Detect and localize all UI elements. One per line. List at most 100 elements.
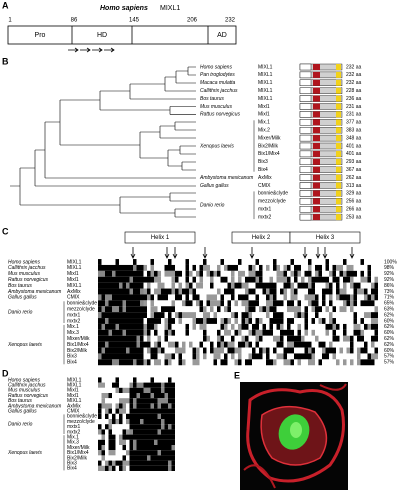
residue-cell — [157, 264, 161, 271]
residue-cell — [203, 335, 207, 342]
residue-cell — [304, 282, 308, 289]
residue-cell — [143, 424, 147, 430]
residue-cell — [182, 359, 186, 366]
residue-cell — [143, 382, 147, 388]
residue-cell — [154, 450, 158, 456]
residue-cell — [308, 312, 312, 319]
residue-cell — [133, 455, 137, 461]
residue-cell — [206, 335, 210, 342]
residue-cell — [185, 312, 189, 319]
arrow — [315, 247, 321, 259]
residue-cell — [283, 264, 287, 271]
residue-cell — [280, 341, 284, 348]
residue-cell — [301, 276, 305, 283]
residue-cell — [248, 270, 252, 277]
residue-cell — [129, 347, 133, 354]
residue-cell — [175, 359, 179, 366]
residue-cell — [182, 335, 186, 342]
domain-label: AD — [217, 32, 227, 39]
residue-cell — [122, 403, 126, 409]
residue-cell — [108, 419, 112, 425]
residue-cell — [168, 403, 172, 409]
residue-cell — [273, 276, 277, 283]
residue-cell — [339, 259, 343, 265]
residue-cell — [157, 460, 161, 466]
residue-cell — [287, 300, 291, 307]
residue-cell — [192, 353, 196, 360]
residue-cell — [290, 306, 294, 313]
residue-cell — [213, 264, 217, 271]
residue-cell — [227, 318, 231, 324]
residue-cell — [154, 434, 158, 440]
residue-cell — [122, 259, 126, 265]
residue-cell — [119, 387, 123, 393]
residue-cell — [105, 445, 109, 451]
residue-cell — [189, 347, 193, 354]
residue-cell — [248, 359, 252, 366]
residue-cell — [164, 359, 168, 366]
residue-cell — [101, 264, 105, 271]
residue-cell — [112, 282, 116, 289]
residue-cell — [136, 259, 140, 265]
residue-cell — [98, 403, 102, 409]
residue-cell — [122, 445, 126, 451]
residue-cell — [315, 341, 319, 348]
residue-cell — [168, 300, 172, 307]
residue-cell — [220, 264, 224, 271]
residue-cell — [168, 465, 172, 471]
protein-length: 231 aa — [346, 104, 362, 110]
gene-name: mezzo/clyde — [67, 307, 95, 313]
residue-cell — [346, 353, 350, 360]
residue-cell — [245, 347, 249, 354]
residue-cell — [220, 359, 224, 366]
residue-cell — [273, 323, 277, 330]
residue-cell — [350, 270, 354, 277]
panel-label: A — [2, 0, 9, 10]
micrograph — [240, 382, 348, 490]
residue-cell — [101, 341, 105, 348]
residue-cell — [280, 259, 284, 265]
residue-cell — [350, 259, 354, 265]
residue-cell — [171, 424, 175, 430]
residue-cell — [112, 445, 116, 451]
residue-cell — [259, 294, 263, 301]
residue-cell — [343, 329, 347, 336]
residue-cell — [336, 276, 340, 283]
residue-cell — [126, 445, 130, 451]
residue-cell — [297, 323, 301, 330]
residue-cell — [304, 347, 308, 354]
residue-cell — [311, 347, 315, 354]
residue-cell — [353, 323, 357, 330]
residue-cell — [255, 282, 259, 289]
residue-cell — [168, 329, 172, 336]
residue-cell — [101, 439, 105, 445]
residue-cell — [175, 288, 179, 295]
residue-cell — [140, 323, 144, 330]
residue-cell — [294, 347, 298, 354]
residue-cell — [182, 318, 186, 324]
ad-domain — [336, 71, 341, 78]
residue-cell — [287, 294, 291, 301]
residue-cell — [164, 347, 168, 354]
gene-name: Mix.3 — [67, 440, 79, 446]
residue-cell — [178, 335, 182, 342]
residue-cell — [252, 270, 256, 277]
homeodomain — [313, 150, 320, 157]
residue-cell — [374, 294, 378, 301]
residue-cell — [168, 413, 172, 419]
species-name: Gallus gallus — [8, 409, 37, 415]
residue-cell — [371, 359, 375, 366]
residue-cell — [105, 353, 109, 360]
residue-cell — [360, 306, 364, 313]
residue-cell — [119, 424, 123, 430]
residue-cell — [206, 347, 210, 354]
residue-cell — [280, 347, 284, 354]
residue-cell — [329, 329, 333, 336]
residue-cell — [115, 393, 119, 399]
residue-cell — [231, 341, 235, 348]
residue-cell — [126, 382, 130, 388]
residue-cell — [150, 347, 154, 354]
residue-cell — [350, 276, 354, 283]
residue-cell — [294, 353, 298, 360]
residue-cell — [168, 353, 172, 360]
